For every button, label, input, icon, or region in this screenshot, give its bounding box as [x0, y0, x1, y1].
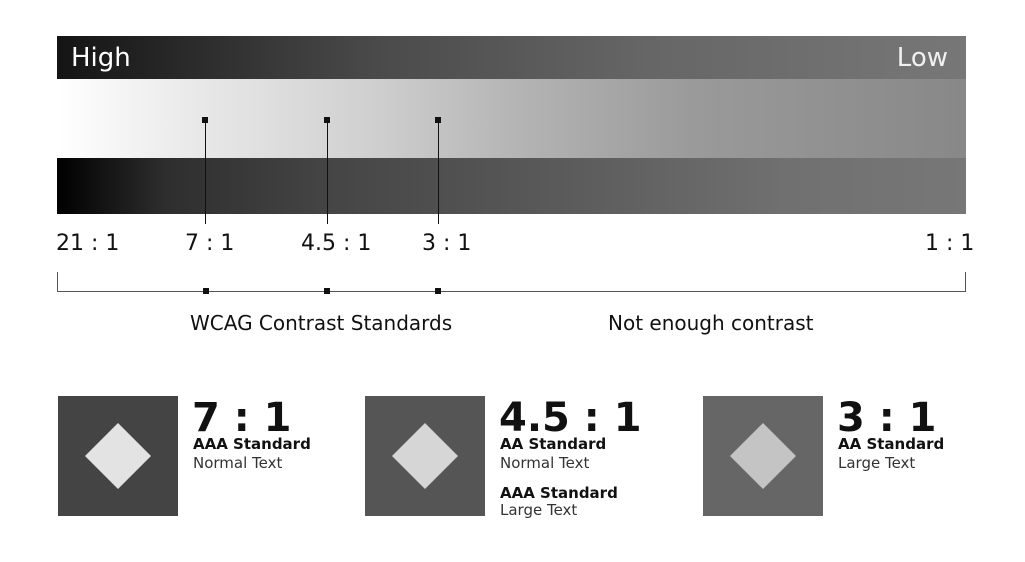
bracket-baseline: [57, 291, 966, 292]
card-standard: AAA Standard: [500, 484, 618, 502]
high-low-gradient-bar: High Low: [57, 36, 966, 79]
card-ratio-4-5-1: 4.5 : 1: [499, 395, 642, 441]
marker-line-3-1: [438, 120, 439, 224]
card-ratio-7-1: 7 : 1: [192, 395, 292, 441]
card-text-size: Normal Text: [500, 454, 590, 472]
card-standard: AA Standard: [838, 435, 945, 453]
card-ratio-3-1: 3 : 1: [837, 395, 937, 441]
marker-dot-4-5-1: [324, 117, 330, 123]
ratio-label-4-5-1: 4.5 : 1: [301, 231, 372, 256]
bracket-left-tick: [57, 272, 58, 292]
card-standard: AAA Standard: [193, 435, 311, 453]
marker-dot-3-1: [435, 117, 441, 123]
sample-box-3-1: [703, 396, 823, 516]
bracket-dot-4-5-1: [324, 288, 330, 294]
marker-line-7-1: [205, 120, 206, 224]
card-standard: AA Standard: [500, 435, 607, 453]
light-gradient-band: [57, 79, 966, 158]
card-text-size: Normal Text: [193, 454, 283, 472]
dark-gradient-band: [57, 158, 966, 214]
diamond-icon: [392, 423, 458, 489]
ratio-label-21-1: 21 : 1: [56, 231, 120, 256]
sample-box-4-5-1: [365, 396, 485, 516]
wcag-caption: WCAG Contrast Standards: [190, 311, 453, 335]
low-label: Low: [896, 43, 948, 73]
high-label: High: [71, 43, 131, 73]
diamond-icon: [85, 423, 151, 489]
bracket-right-tick: [965, 272, 966, 292]
diamond-icon: [730, 423, 796, 489]
card-text-size: Large Text: [838, 454, 916, 472]
ratio-label-3-1: 3 : 1: [422, 231, 472, 256]
bracket-dot-3-1: [435, 288, 441, 294]
ratio-label-7-1: 7 : 1: [185, 231, 235, 256]
not-enough-contrast-caption: Not enough contrast: [608, 311, 814, 335]
marker-line-4-5-1: [327, 120, 328, 224]
card-text-size: Large Text: [500, 501, 578, 519]
marker-dot-7-1: [202, 117, 208, 123]
bracket-dot-7-1: [203, 288, 209, 294]
ratio-label-1-1: 1 : 1: [925, 231, 975, 256]
sample-box-7-1: [58, 396, 178, 516]
